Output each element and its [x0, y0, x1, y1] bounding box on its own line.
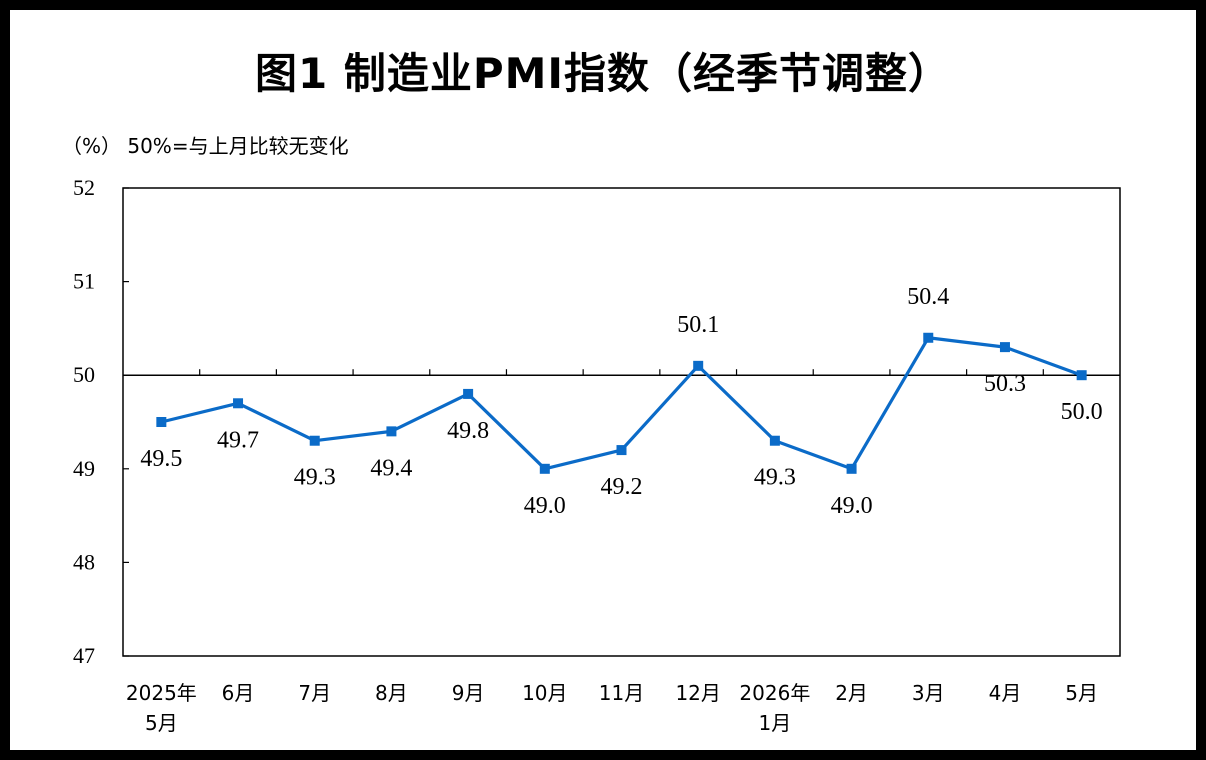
y-tick-label: 50 [73, 362, 95, 387]
x-tick-label: 2025年 5月 [126, 681, 197, 735]
data-label: 49.4 [370, 455, 412, 481]
data-label: 49.2 [601, 474, 643, 500]
data-label: 50.4 [907, 284, 949, 310]
data-point-marker [923, 332, 934, 343]
data-label: 49.3 [754, 465, 796, 491]
x-tick-label: 8月 [375, 681, 408, 705]
line-chart: 47 48 49 50 51 52 2025年 5月 6月 7月 8月 9月 10月 11月 12月 2026… [73, 175, 1121, 735]
data-point-marker [693, 360, 704, 371]
x-tick-label: 5月 [1065, 681, 1098, 705]
data-label: 50.3 [984, 371, 1026, 397]
y-tick-label: 47 [73, 643, 95, 668]
data-label: 50.0 [1061, 399, 1103, 425]
data-label: 49.5 [140, 446, 182, 472]
x-tick-label: 2026年 1月 [739, 681, 810, 735]
data-point-marker [769, 435, 780, 446]
data-point-marker [233, 398, 244, 409]
data-label: 49.0 [831, 493, 873, 519]
x-tick-label: 9月 [452, 681, 485, 705]
y-tick-label: 51 [73, 269, 95, 294]
unit-label: （%） 50%=与上月比较无变化 [62, 134, 349, 158]
data-point-marker [386, 426, 397, 437]
x-tick-label: 11月 [599, 681, 644, 705]
y-tick-label: 52 [73, 175, 95, 200]
data-point-marker [1076, 370, 1087, 381]
chart-frame: 图1 制造业PMI指数（经季节调整） （%） 50%=与上月比较无变化 47 48… [10, 10, 1196, 750]
data-label: 49.0 [524, 493, 566, 519]
plot-border [122, 187, 1121, 657]
x-tick-label: 3月 [912, 681, 945, 705]
x-tick-label: 4月 [989, 681, 1022, 705]
x-tick-label: 7月 [298, 681, 331, 705]
data-point-marker [616, 445, 627, 456]
data-point-marker [999, 342, 1010, 353]
y-tick-label: 49 [73, 456, 95, 481]
x-tick-label: 12月 [675, 681, 720, 705]
data-label: 50.1 [677, 312, 719, 338]
y-tick-label: 48 [73, 549, 95, 574]
x-tick-label: 10月 [522, 681, 567, 705]
data-label: 49.3 [294, 465, 336, 491]
data-point-marker [309, 435, 320, 446]
data-point-marker [539, 463, 550, 474]
data-point-marker [156, 417, 167, 427]
data-point-marker [463, 388, 474, 399]
x-tick-label: 2月 [835, 681, 868, 705]
data-point-marker [846, 463, 857, 474]
chart-title: 图1 制造业PMI指数（经季节调整） [254, 49, 952, 98]
data-label: 49.7 [217, 427, 259, 453]
x-tick-label: 6月 [222, 681, 255, 705]
data-label: 49.8 [447, 418, 489, 444]
